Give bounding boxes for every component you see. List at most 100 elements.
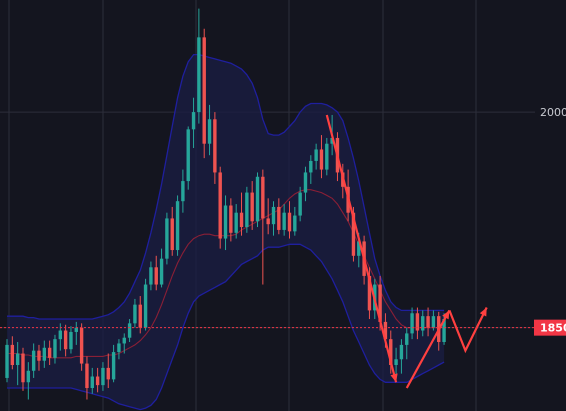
candle-down <box>389 330 393 374</box>
candle-body <box>357 241 361 256</box>
candle-body <box>410 313 414 334</box>
candle-up <box>5 339 9 383</box>
candle-up <box>293 206 297 236</box>
candle-down <box>277 198 281 235</box>
candle-up <box>101 362 105 391</box>
candle-down <box>170 206 174 256</box>
current-price-label: 1850. <box>540 322 566 335</box>
candle-body <box>154 267 158 285</box>
candle-up <box>69 326 73 354</box>
candle-up <box>207 104 212 156</box>
candle-body <box>245 192 249 228</box>
candle-up <box>122 333 126 354</box>
candle-up <box>90 367 94 394</box>
annotation-leg-up <box>405 309 451 389</box>
candle-body <box>223 205 228 239</box>
candle-body <box>90 376 94 389</box>
candle-up <box>191 97 196 149</box>
candle-body <box>10 344 15 366</box>
candle-up <box>314 143 318 170</box>
candle-body <box>47 347 52 358</box>
annotation-arrow-projection <box>479 307 487 317</box>
candle-down <box>63 324 68 357</box>
candle-body <box>106 367 110 380</box>
candle-up <box>410 307 414 340</box>
candle-body <box>197 37 201 113</box>
candle-body <box>234 212 238 233</box>
candle-body <box>405 333 409 345</box>
candle-up <box>255 172 260 228</box>
candle-body <box>261 176 265 219</box>
candle-body <box>42 347 47 361</box>
annotation-leg-down <box>325 114 398 383</box>
current-price-tag: 1850. <box>534 319 566 336</box>
candle-body <box>5 344 9 378</box>
candle-body <box>229 205 233 233</box>
candle-up <box>234 204 238 239</box>
candle-up <box>74 321 78 345</box>
candle-body <box>74 327 78 332</box>
candle-up <box>111 344 116 383</box>
candle-body <box>399 344 404 360</box>
candle-body <box>255 176 260 222</box>
y-tick-label: 2000 <box>540 106 566 119</box>
candle-up <box>117 339 121 360</box>
candle-body <box>293 215 297 232</box>
candles <box>5 8 446 400</box>
candle-body <box>170 218 174 251</box>
candle-up <box>31 343 36 378</box>
candle-body <box>383 321 388 340</box>
candle-up <box>245 186 249 233</box>
candle-body <box>421 316 425 331</box>
candle-down <box>21 347 25 391</box>
candle-body <box>367 275 372 311</box>
candle-down <box>415 307 420 340</box>
candle-up <box>223 195 228 251</box>
candle-body <box>303 172 308 193</box>
candle-up <box>298 186 302 222</box>
candle-body <box>149 267 153 285</box>
candle-body <box>31 350 36 371</box>
candle-down <box>106 353 110 389</box>
candle-body <box>26 370 31 383</box>
candle-body <box>186 129 190 182</box>
candle-body <box>21 353 25 383</box>
candle-body <box>101 367 105 386</box>
candle-up <box>197 8 201 124</box>
candle-body <box>63 330 68 350</box>
candle-body <box>79 327 84 364</box>
candle-up <box>421 310 425 337</box>
candle-up <box>181 169 185 213</box>
candle-body <box>277 206 281 230</box>
candle-body <box>394 359 398 366</box>
candle-down <box>154 255 158 291</box>
candle-down <box>79 323 84 371</box>
candle-up <box>309 155 313 184</box>
candle-body <box>117 343 121 353</box>
candle-up <box>143 278 148 331</box>
annotation-projection <box>448 307 488 354</box>
candle-up <box>175 195 180 256</box>
candle-body <box>133 304 137 324</box>
candle-body <box>271 206 276 225</box>
candle-down <box>426 307 430 337</box>
candle-down <box>95 367 100 393</box>
candle-up <box>399 339 404 374</box>
candle-down <box>85 356 89 400</box>
candle-body <box>351 212 356 256</box>
candle-down <box>239 192 244 236</box>
candle-body <box>239 212 244 228</box>
price-axis: 2000 1850. <box>0 106 566 336</box>
candle-body <box>138 304 142 328</box>
candle-body <box>218 172 222 239</box>
candle-body <box>415 313 420 331</box>
candle-down <box>213 112 217 184</box>
candle-down <box>250 181 254 230</box>
candle-down <box>261 169 265 285</box>
candle-body <box>15 353 20 366</box>
candle-body <box>309 160 313 173</box>
candle-body <box>207 119 212 144</box>
candle-down <box>37 344 41 371</box>
candle-body <box>266 218 270 225</box>
